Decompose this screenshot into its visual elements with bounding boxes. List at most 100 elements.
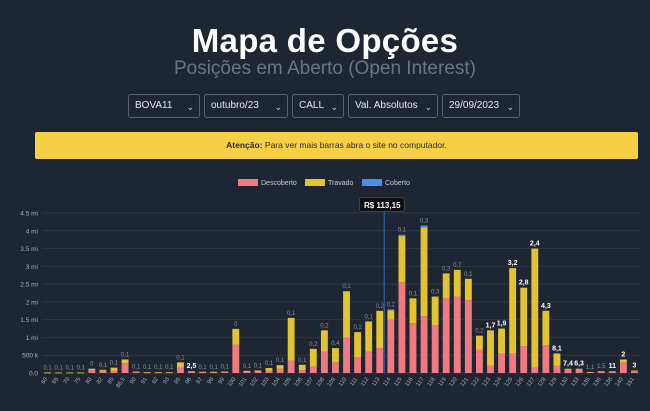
bar-descoberto-110 xyxy=(343,337,350,373)
bar-descoberto-138 xyxy=(608,371,616,373)
x-tick-label: 119 xyxy=(438,377,448,388)
bar-travado-127 xyxy=(531,248,539,368)
bar-descoberto-127 xyxy=(531,367,539,373)
bar-descoberto-93 xyxy=(165,372,173,374)
y-tick-label: 2 mi xyxy=(26,299,38,306)
data-label: 2,5 xyxy=(187,363,197,370)
bar-coberto-115 xyxy=(398,234,406,237)
legend-item-descoberto[interactable]: Descoberto xyxy=(238,179,297,189)
bar-descoberto-121 xyxy=(464,300,472,373)
x-tick-label: 65 xyxy=(52,377,61,386)
data-label: 0,1 xyxy=(243,364,252,370)
bar-travado-98 xyxy=(210,371,218,373)
bar-travado-114 xyxy=(387,310,395,320)
y-tick-label: 3.5 mi xyxy=(20,246,38,253)
bar-travado-113 xyxy=(376,310,384,349)
bar-travado-140 xyxy=(619,359,627,363)
bar-travado-102 xyxy=(254,370,262,372)
x-tick-label: 100 xyxy=(227,377,237,388)
open-interest-chart[interactable]: 0.0 500 k 1 mi 1.5 mi 2 mi 2.5 mi 3 mi 3.5 mi 4 … xyxy=(0,195,650,411)
legend-item-travado[interactable]: Travado xyxy=(305,179,353,189)
bar-descoberto-106 xyxy=(298,370,306,373)
chart-legend: Descoberto Travado Coberto xyxy=(0,179,650,191)
x-tick-label: 133 xyxy=(570,377,580,388)
bar-descoberto-115 xyxy=(398,282,406,373)
legend-item-coberto[interactable]: Coberto xyxy=(362,179,410,189)
data-label: 0,1 xyxy=(287,311,296,317)
notice-label: Atenção: xyxy=(226,140,263,150)
bar-descoberto-100 xyxy=(232,344,240,373)
bar-travado-115 xyxy=(398,236,406,283)
expiry-select[interactable]: outubro/23 ⌄ xyxy=(204,94,288,118)
bar-descoberto-102 xyxy=(254,371,262,373)
bar-travado-106 xyxy=(298,364,306,371)
data-label: 0,1 xyxy=(221,365,230,371)
x-tick-label: 125 xyxy=(504,377,514,388)
data-label: 0,1 xyxy=(43,365,52,371)
x-tick-label: 99 xyxy=(218,377,227,386)
bar-travado-60 xyxy=(44,372,51,374)
bar-descoberto-70 xyxy=(66,372,74,374)
bar-descoberto-120 xyxy=(453,296,461,373)
bar-descoberto-65 xyxy=(55,372,63,374)
legend-label-travado: Travado xyxy=(328,180,354,187)
x-tick-label: 129 xyxy=(548,377,558,388)
x-tick-label: 70 xyxy=(63,377,72,386)
x-tick-label: 95 xyxy=(173,377,182,386)
data-label: 0,1 xyxy=(66,365,75,371)
bar-travado-101 xyxy=(243,370,251,372)
bar-descoberto-113 xyxy=(376,348,384,373)
bar-descoberto-99 xyxy=(221,371,229,373)
bar-descoberto-97 xyxy=(199,372,207,374)
x-tick-label: 105 xyxy=(282,377,292,388)
data-label: 0,4 xyxy=(331,341,340,347)
data-label: 0,2 xyxy=(320,323,329,329)
values-mode-select[interactable]: Val. Absolutos ⌄ xyxy=(348,94,438,118)
bar-descoberto-96 xyxy=(188,371,195,373)
x-tick-label: 130 xyxy=(559,377,569,388)
x-tick-label: 97 xyxy=(196,377,205,386)
page-subtitle: Posições em Aberto (Open Interest) xyxy=(173,58,477,79)
bar-descoberto-140 xyxy=(619,362,627,373)
bar-descoberto-130 xyxy=(564,369,572,373)
data-label: 0,3 xyxy=(442,266,451,272)
bar-descoberto-116 xyxy=(409,323,417,373)
type-select[interactable]: CALL ⌄ xyxy=(292,94,344,118)
bar-travado-110 xyxy=(343,291,350,338)
legend-label-descoberto: Descoberto xyxy=(261,180,297,187)
x-tick-label: 126 xyxy=(515,377,525,388)
bar-travado-100 xyxy=(232,328,240,345)
ticker-select[interactable]: BOVA11 ⌄ xyxy=(128,94,200,118)
bar-descoberto-123 xyxy=(487,365,494,373)
x-tick-label: 110 xyxy=(338,377,348,388)
bar-travado-151 xyxy=(631,370,638,372)
x-tick-label: 136 xyxy=(592,377,602,388)
data-label: 1,5 xyxy=(597,364,606,370)
bar-travado-117 xyxy=(420,227,428,317)
bar-descoberto-104 xyxy=(276,368,284,373)
bar-descoberto-111 xyxy=(354,357,362,373)
date-select[interactable]: 29/09/2023 ⌄ xyxy=(442,94,520,118)
bar-descoberto-92 xyxy=(154,372,162,374)
legend-label-coberto: Coberto xyxy=(385,180,410,187)
bar-descoberto-82 xyxy=(99,370,107,373)
bar-travado-133 xyxy=(575,368,583,370)
data-label: 0,1 xyxy=(54,365,63,371)
data-label: 8,1 xyxy=(552,345,562,352)
chevron-down-icon: ⌄ xyxy=(424,102,432,112)
data-label: 11 xyxy=(609,363,617,370)
x-tick-label: 124 xyxy=(493,376,504,388)
data-label: 0,3 xyxy=(420,218,429,224)
bar-travado-123 xyxy=(487,330,494,366)
chevron-down-icon: ⌄ xyxy=(186,102,194,112)
x-tick-label: 60 xyxy=(41,377,50,386)
y-tick-label: 3 mi xyxy=(26,264,38,271)
bar-travado-125 xyxy=(509,268,517,354)
y-tick-label: 0.0 xyxy=(29,371,38,378)
y-tick-label: 1.5 mi xyxy=(20,317,38,324)
bar-descoberto-129 xyxy=(553,365,561,373)
data-label: 2,8 xyxy=(519,280,529,287)
data-label: 3 xyxy=(633,363,637,370)
bar-travado-126 xyxy=(520,287,528,347)
bar-travado-96 xyxy=(188,371,195,372)
